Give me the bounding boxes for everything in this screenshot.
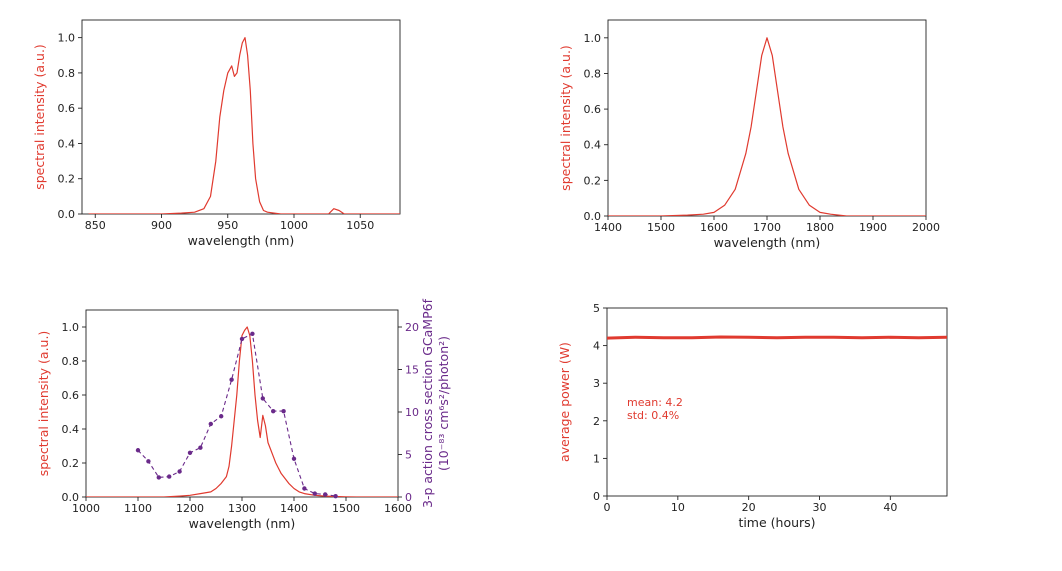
plot-frame	[81, 19, 401, 215]
y-right-tick-label: 15	[405, 364, 419, 377]
y-tick-label: 0.2	[58, 173, 76, 186]
y-tick-label: 0.4	[58, 137, 76, 150]
x-tick-label: 1600	[384, 502, 412, 515]
y-tick-label: 0.0	[584, 210, 602, 223]
x-tick-label: 1700	[753, 221, 781, 234]
x-tick-label: 1400	[594, 221, 622, 234]
y-right-axis-units: (10⁻⁸³ cm⁶s²/photon²)	[436, 336, 451, 471]
data-point	[271, 408, 276, 414]
y-tick-label: 2	[593, 415, 600, 428]
y-tick-label: 5	[593, 302, 600, 315]
x-tick-label: 1500	[332, 502, 360, 515]
y-right-axis-label: 3-p action cross section GCaMP6f	[420, 298, 435, 508]
y-axis-label: average power (W)	[557, 342, 572, 462]
y-tick-label: 0.0	[62, 491, 80, 504]
series-line-spectrum	[86, 326, 398, 497]
x-tick-label: 0	[604, 501, 611, 514]
x-tick-label: 40	[883, 501, 897, 514]
y-tick-label: 0.4	[62, 423, 80, 436]
x-tick-label: 1600	[700, 221, 728, 234]
data-point	[198, 445, 203, 450]
y-tick-label: 3	[593, 377, 600, 390]
y-right-tick-label: 20	[405, 321, 419, 334]
series-line-spectrum	[608, 37, 926, 216]
data-point	[333, 493, 338, 499]
panel-top-left: 850 900 950 1000 1050 0.0 0.2 0.4 0.6 0.8 1.0 wavel…	[32, 19, 401, 248]
y-tick-label: 0.6	[58, 102, 76, 115]
data-point	[312, 491, 317, 496]
y-tick-label: 0	[593, 490, 600, 503]
y-tick-label: 0.8	[62, 355, 80, 368]
x-tick-label: 1500	[647, 221, 675, 234]
y-tick-label: 0.2	[584, 174, 602, 187]
y-axis-label: spectral intensity (a.u.)	[36, 331, 51, 477]
annotation-text: std: 0.4%	[627, 409, 679, 422]
y-tick-label: 0.8	[584, 67, 602, 80]
data-point	[219, 414, 224, 419]
y-tick-label: 0.6	[62, 389, 80, 402]
y-tick-label: 1.0	[584, 32, 602, 45]
x-tick-label: 900	[151, 219, 172, 232]
panel-bottom-right: 0 10 20 30 40 0 1 2 3 4 5 time (hours) average power…	[557, 302, 948, 530]
series-line-3-p-action-cross-section	[137, 333, 336, 497]
data-point	[281, 408, 286, 414]
x-axis-label: wavelength (nm)	[189, 516, 296, 531]
data-point	[239, 336, 245, 342]
x-axis-label: time (hours)	[738, 515, 815, 530]
x-tick-label: 2000	[912, 221, 940, 234]
data-point	[302, 486, 307, 491]
y-tick-label: 0.0	[58, 208, 76, 221]
panel-top-right: 1400 1500 1600 1700 1800 1900 2000 0.0 0.2 0.4 0.6…	[558, 19, 940, 250]
x-tick-label: 1800	[806, 221, 834, 234]
y-tick-label: 0.4	[584, 139, 602, 152]
x-tick-label: 1000	[280, 219, 308, 232]
y-tick-label: 0.2	[62, 457, 80, 470]
data-point	[187, 450, 193, 455]
x-tick-label: 1300	[228, 502, 256, 515]
data-point	[208, 421, 213, 427]
data-point	[167, 474, 172, 479]
x-tick-label: 1400	[280, 502, 308, 515]
x-tick-label: 950	[217, 219, 238, 232]
data-point	[146, 459, 151, 464]
x-tick-label: 1050	[346, 219, 374, 232]
y-right-tick-label: 10	[405, 406, 419, 419]
x-tick-label: 850	[85, 219, 106, 232]
y-axis-label: spectral intensity (a.u.)	[558, 45, 573, 191]
y-tick-label: 1.0	[58, 32, 76, 45]
x-tick-label: 30	[813, 501, 827, 514]
y-tick-label: 0.8	[58, 67, 76, 80]
x-axis-label: wavelength (nm)	[188, 233, 295, 248]
data-point	[229, 377, 234, 382]
data-point	[260, 396, 265, 401]
x-tick-label: 1900	[859, 221, 887, 234]
y-tick-label: 1.0	[62, 321, 80, 334]
x-axis-label: wavelength (nm)	[714, 235, 821, 250]
plot-frame	[607, 19, 927, 217]
series-line-power	[607, 335, 947, 340]
x-tick-label: 10	[671, 501, 685, 514]
x-tick-label: 1000	[72, 502, 100, 515]
plot-frame	[606, 307, 948, 497]
y-right-tick-label: 0	[405, 491, 412, 504]
y-tick-label: 1	[593, 452, 600, 465]
y-right-tick-label: 5	[405, 449, 412, 462]
y-tick-label: 4	[593, 340, 600, 353]
annotation-text: mean: 4.2	[627, 396, 683, 409]
x-tick-label: 1200	[176, 502, 204, 515]
y-axis-label: spectral intensity (a.u.)	[32, 44, 47, 190]
panel-bottom-left: 1000 1100 1200 1300 1400 1500 1600 0.0 0.2 0.4 0.6…	[36, 298, 451, 531]
data-point	[177, 469, 182, 474]
series-line-spectrum	[88, 36, 400, 214]
y-tick-label: 0.6	[584, 103, 602, 116]
x-tick-label: 1100	[124, 502, 152, 515]
data-point	[250, 331, 255, 336]
data-point	[135, 448, 141, 453]
data-point	[156, 475, 161, 480]
data-point	[291, 456, 297, 461]
x-tick-label: 20	[742, 501, 756, 514]
data-point	[323, 492, 328, 497]
